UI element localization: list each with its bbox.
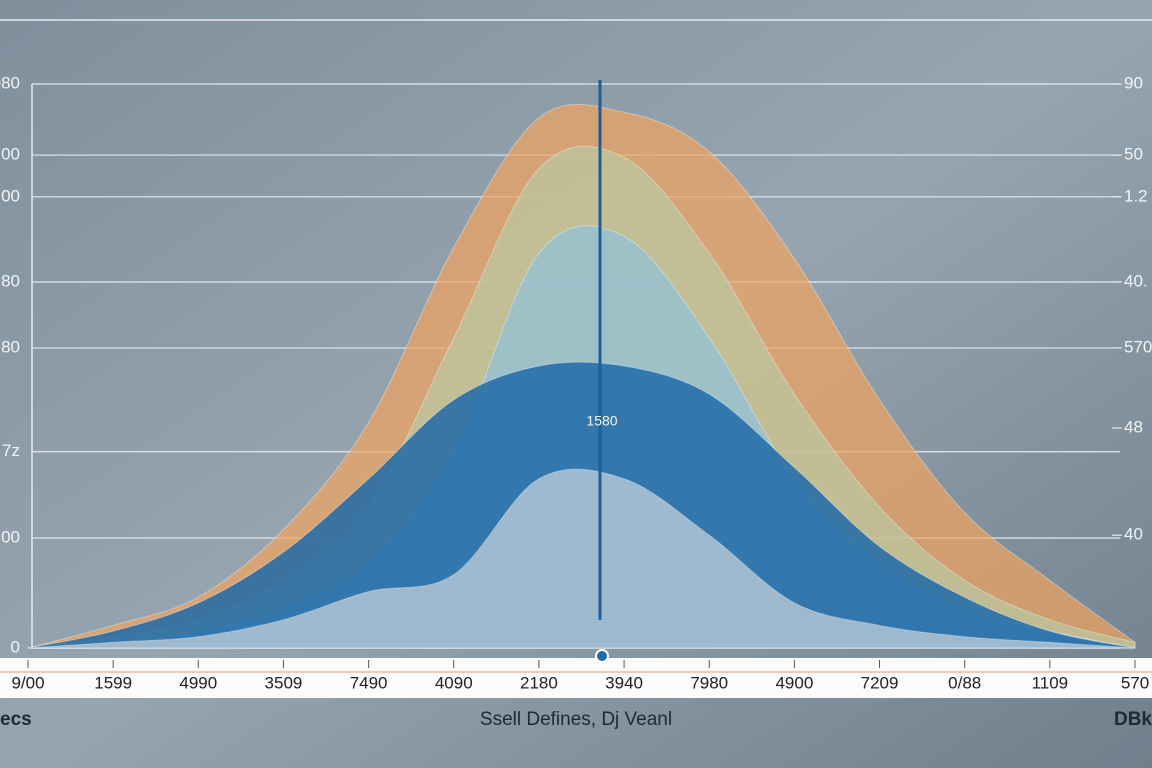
x-tick-label: 0/88 bbox=[948, 673, 981, 692]
center-marker bbox=[595, 649, 609, 663]
x-tick-label: 7209 bbox=[861, 673, 899, 692]
x-tick-label: 1599 bbox=[94, 673, 132, 692]
area bbox=[27, 468, 1136, 649]
y2-tick-label: 40 bbox=[1124, 525, 1143, 544]
right-caption: DBk bbox=[1114, 709, 1152, 730]
y-tick-label: 080 bbox=[0, 73, 20, 92]
annotation: 1580 bbox=[586, 413, 617, 429]
x-tick-label: 4090 bbox=[435, 673, 473, 692]
y-tick-label: 80 bbox=[1, 271, 20, 290]
x-tick-label: 7490 bbox=[350, 673, 388, 692]
y2-tick-label: 50 bbox=[1124, 145, 1143, 164]
y-tick-label: 00 bbox=[1, 528, 20, 547]
x-axis-bar bbox=[0, 658, 1152, 698]
x-tick-label: 4900 bbox=[775, 673, 813, 692]
x-tick-label: 2180 bbox=[520, 673, 558, 692]
y2-tick-label: 570 bbox=[1124, 337, 1152, 356]
x-tick-label: 570 bbox=[1121, 673, 1149, 692]
x-tick-label: 3940 bbox=[605, 673, 643, 692]
areas bbox=[27, 103, 1136, 649]
y2-tick-label: 48 bbox=[1124, 418, 1143, 437]
y-tick-label: 80 bbox=[1, 337, 20, 356]
y2-tick-label: 90 bbox=[1124, 73, 1143, 92]
y-tick-label: 00 bbox=[1, 186, 20, 205]
y-tick-label: 0 bbox=[11, 637, 20, 656]
y2-tick-label: 40. bbox=[1124, 271, 1148, 290]
x-tick-label: 4990 bbox=[179, 673, 217, 692]
x-tick-label: 1109 bbox=[1032, 673, 1069, 692]
y-tick-label: 00 bbox=[1, 145, 20, 164]
x-axis: 9/00 1599 4990 3509 7490 4090 2180 3940 7980 4900… bbox=[0, 660, 1152, 692]
chart-title: Ssell Defines, Dj Veanl bbox=[480, 709, 672, 730]
x-tick-label: 7980 bbox=[690, 673, 728, 692]
y-tick-label: 7z bbox=[2, 441, 20, 460]
y2-tick-label: 1.2 bbox=[1124, 186, 1148, 205]
left-caption: ecs bbox=[0, 709, 32, 730]
x-tick-label: 9/00 bbox=[11, 673, 44, 692]
x-tick-label: 3509 bbox=[265, 673, 303, 692]
